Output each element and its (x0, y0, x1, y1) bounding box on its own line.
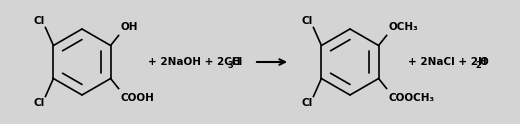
Text: 3: 3 (227, 62, 233, 71)
Text: COOH: COOH (121, 93, 154, 103)
Text: Cl: Cl (33, 97, 44, 108)
Text: Cl: Cl (232, 57, 243, 67)
Text: Cl: Cl (301, 16, 313, 27)
Text: OH: OH (121, 21, 138, 31)
Text: OCH₃: OCH₃ (388, 21, 418, 31)
Text: + 2NaCl + 2H: + 2NaCl + 2H (408, 57, 487, 67)
Text: O: O (480, 57, 489, 67)
Text: Cl: Cl (33, 16, 44, 27)
Text: COOCH₃: COOCH₃ (388, 93, 435, 103)
Text: + 2NaOH + 2CH: + 2NaOH + 2CH (148, 57, 241, 67)
Text: 2: 2 (475, 62, 481, 71)
Text: Cl: Cl (301, 97, 313, 108)
